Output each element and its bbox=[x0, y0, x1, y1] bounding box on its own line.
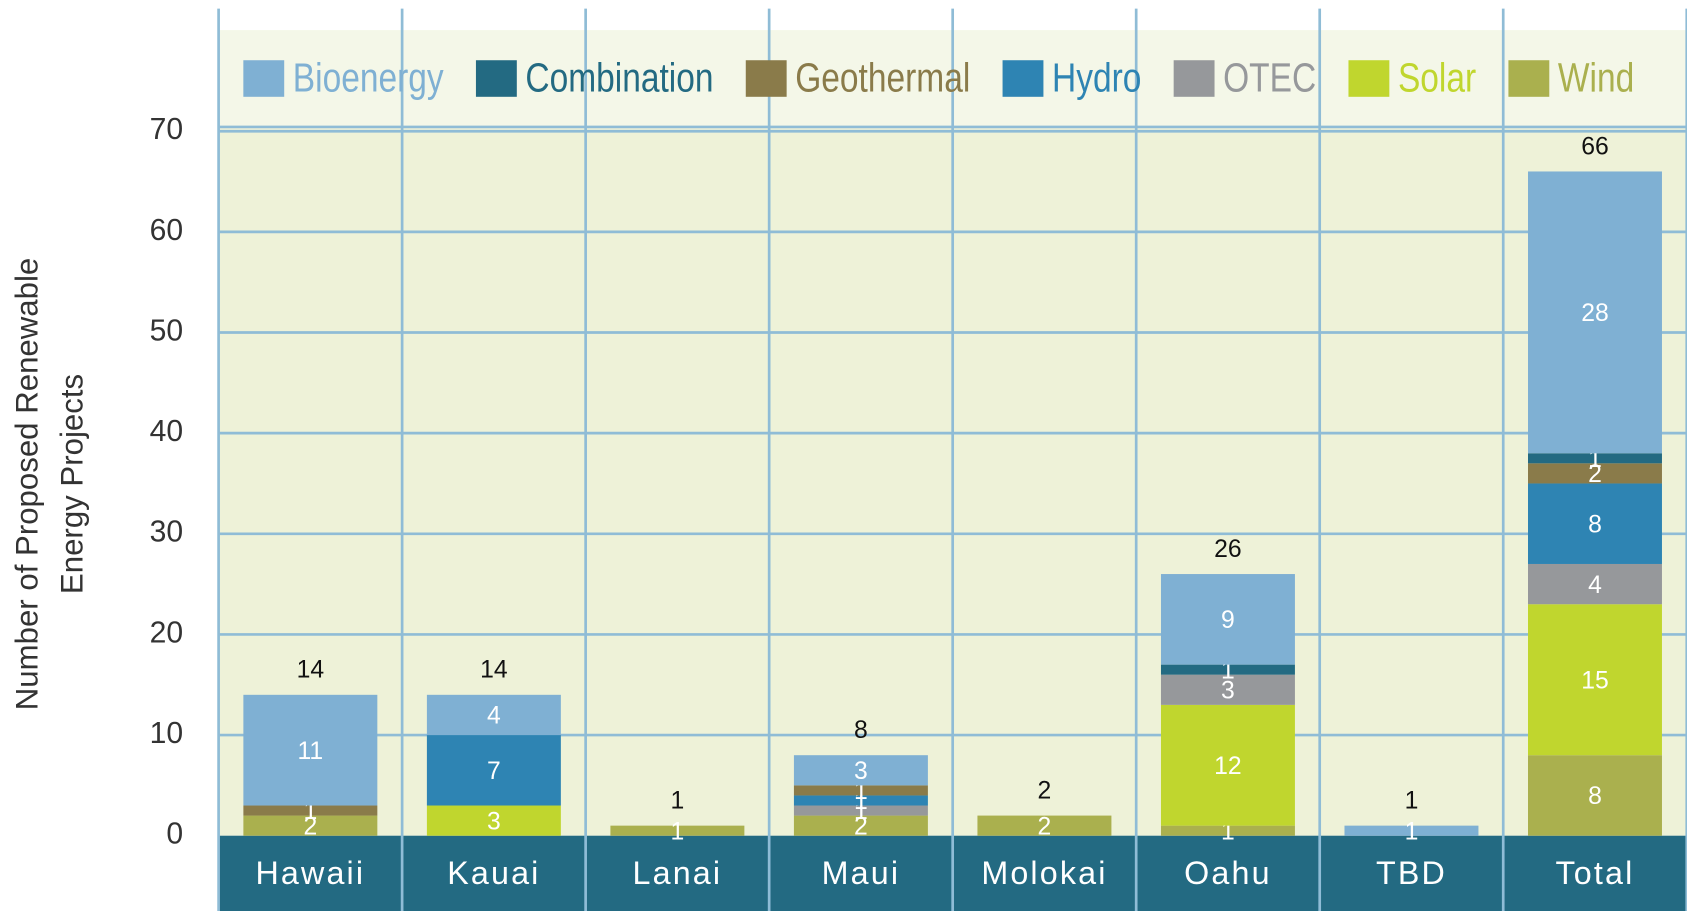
bar-segment bbox=[1344, 825, 1479, 836]
y-tick-label: 60 bbox=[150, 214, 184, 247]
legend-swatch bbox=[243, 60, 285, 97]
bar-segment bbox=[1160, 574, 1295, 665]
legend-label: Bioenergy bbox=[293, 54, 444, 100]
y-tick-label: 70 bbox=[150, 113, 184, 146]
legend-label: Hydro bbox=[1052, 54, 1141, 100]
x-tick-label: Total bbox=[1556, 855, 1635, 891]
bar-segment bbox=[977, 815, 1112, 836]
segment-label: 3 bbox=[1221, 677, 1235, 704]
bar-segment bbox=[1527, 463, 1662, 484]
segment-label: 2 bbox=[1038, 813, 1052, 840]
segment-label: 3 bbox=[487, 808, 501, 835]
segment-label: 2 bbox=[854, 813, 868, 840]
legend-swatch bbox=[475, 60, 517, 97]
bar-segment bbox=[1527, 563, 1662, 605]
bar-segment bbox=[426, 805, 561, 836]
bar-segment bbox=[793, 795, 928, 806]
y-tick-label: 30 bbox=[150, 516, 184, 549]
y-tick-label: 20 bbox=[150, 616, 184, 649]
segment-label: 28 bbox=[1581, 300, 1609, 327]
total-label: 2 bbox=[1038, 777, 1052, 804]
x-tick-label: Hawaii bbox=[256, 855, 366, 891]
legend-label: Combination bbox=[525, 54, 713, 100]
total-label: 14 bbox=[480, 657, 508, 684]
segment-label: 1 bbox=[1405, 818, 1419, 845]
segment-label: 2 bbox=[303, 813, 317, 840]
total-label: 26 bbox=[1214, 536, 1242, 563]
segment-label: 4 bbox=[1588, 572, 1602, 599]
y-tick-label: 10 bbox=[150, 717, 184, 750]
x-tick-label: Molokai bbox=[981, 855, 1107, 891]
legend-label: Wind bbox=[1558, 54, 1634, 100]
y-tick-label: 0 bbox=[166, 818, 183, 851]
bar-segment bbox=[1527, 483, 1662, 564]
bar-segment bbox=[1527, 171, 1662, 454]
total-label: 66 bbox=[1581, 133, 1609, 160]
x-tick-label: Kauai bbox=[447, 855, 540, 891]
legend-label: Geothermal bbox=[795, 54, 970, 100]
x-tick-label: Lanai bbox=[633, 855, 723, 891]
total-label: 1 bbox=[671, 788, 685, 815]
bar-segment bbox=[1160, 704, 1295, 826]
legend-label: OTEC bbox=[1223, 54, 1316, 100]
bar-segment bbox=[1160, 825, 1295, 836]
bar-segment bbox=[243, 815, 378, 836]
bar-segment bbox=[1527, 453, 1662, 464]
segment-label: 15 bbox=[1581, 667, 1609, 694]
bar-segment bbox=[426, 694, 561, 736]
segment-label: 4 bbox=[487, 703, 501, 730]
total-label: 14 bbox=[297, 657, 325, 684]
segment-label: 3 bbox=[854, 758, 868, 785]
bar-segment bbox=[793, 755, 928, 786]
legend-swatch bbox=[1002, 60, 1044, 97]
bar-segment bbox=[243, 805, 378, 816]
y-axis-title: Energy Projects bbox=[55, 374, 90, 594]
segment-label: 11 bbox=[298, 738, 324, 765]
segment-label: 7 bbox=[487, 758, 501, 785]
bar-segment bbox=[793, 815, 928, 836]
legend-swatch bbox=[1508, 60, 1550, 97]
bar-segment bbox=[610, 825, 745, 836]
bar-segment bbox=[243, 694, 378, 806]
total-label: 8 bbox=[854, 717, 868, 744]
total-label: 1 bbox=[1405, 788, 1419, 815]
x-tick-label: Maui bbox=[822, 855, 901, 891]
x-tick-label: TBD bbox=[1376, 855, 1447, 891]
bar-segment bbox=[1527, 755, 1662, 836]
bar-segment bbox=[1527, 604, 1662, 756]
x-tick-label: Oahu bbox=[1184, 855, 1272, 891]
bar-segment bbox=[793, 785, 928, 796]
bar-segment bbox=[426, 735, 561, 806]
segment-label: 9 bbox=[1221, 607, 1235, 634]
legend-swatch bbox=[1173, 60, 1215, 97]
y-tick-label: 50 bbox=[150, 314, 184, 347]
y-tick-label: 40 bbox=[150, 415, 184, 448]
legend-label: Solar bbox=[1398, 54, 1476, 100]
y-axis-title: Number of Proposed Renewable bbox=[10, 258, 45, 710]
segment-label: 12 bbox=[1214, 753, 1242, 780]
segment-label: 2 bbox=[1588, 461, 1602, 488]
bar-segment bbox=[1160, 674, 1295, 705]
bar-segment bbox=[793, 805, 928, 816]
bar-segment bbox=[1160, 664, 1295, 675]
segment-label: 1 bbox=[671, 818, 685, 845]
legend-swatch bbox=[745, 60, 787, 97]
legend-swatch bbox=[1348, 60, 1390, 97]
segment-label: 8 bbox=[1588, 511, 1602, 538]
segment-label: 8 bbox=[1588, 783, 1602, 810]
